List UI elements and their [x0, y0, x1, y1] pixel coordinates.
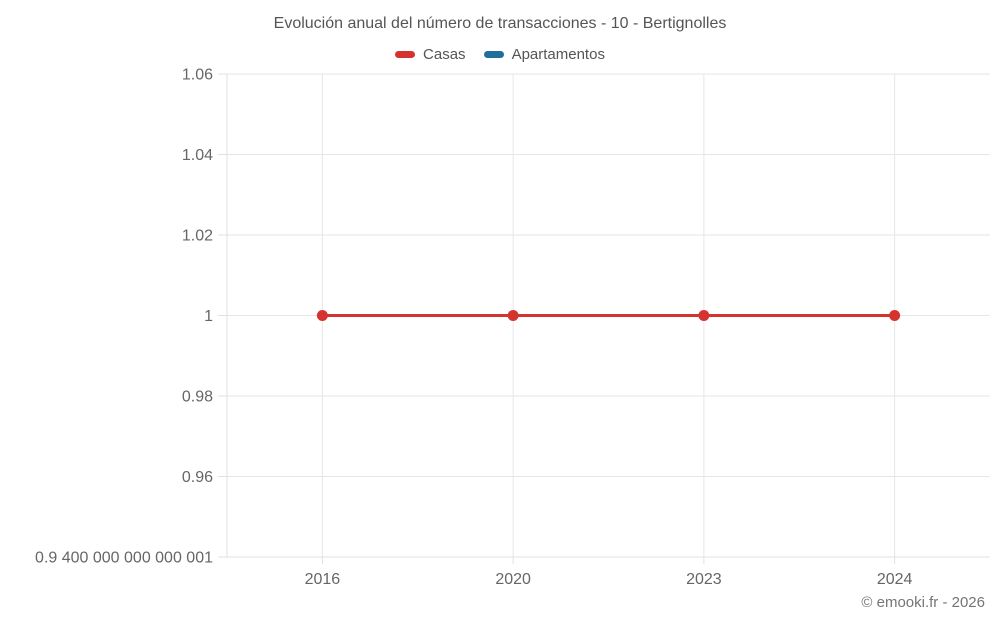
legend-label-casas: Casas [423, 46, 466, 63]
y-axis-label: 0.98 [182, 389, 213, 406]
data-point-casas[interactable] [889, 310, 901, 321]
y-axis-label: 1.04 [182, 147, 213, 164]
y-axis-label: 1.06 [182, 67, 213, 84]
y-axis-label: 1.02 [182, 228, 213, 245]
legend-swatch-casas-icon [395, 51, 416, 58]
x-axis-label: 2024 [877, 571, 913, 588]
y-axis-label: 0.9 400 000 000 000 001 [35, 550, 213, 567]
legend: Casas Apartamentos [0, 46, 1000, 63]
legend-item-casas[interactable]: Casas [395, 46, 466, 63]
y-axis-label: 1 [204, 308, 213, 325]
x-axis-label: 2023 [686, 571, 722, 588]
legend-item-apartamentos[interactable]: Apartamentos [483, 46, 605, 63]
x-axis-label: 2020 [495, 571, 531, 588]
legend-label-apartamentos: Apartamentos [511, 46, 605, 63]
chart-title: Evolución anual del número de transaccio… [273, 15, 727, 32]
copyright-text: © emooki.fr - 2026 [861, 594, 985, 611]
data-point-casas[interactable] [316, 310, 328, 321]
x-axis-label: 2016 [305, 571, 341, 588]
data-point-casas[interactable] [698, 310, 710, 321]
legend-swatch-apartamentos-icon [483, 51, 504, 58]
y-axis-label: 0.96 [182, 469, 213, 486]
data-point-casas[interactable] [507, 310, 519, 321]
